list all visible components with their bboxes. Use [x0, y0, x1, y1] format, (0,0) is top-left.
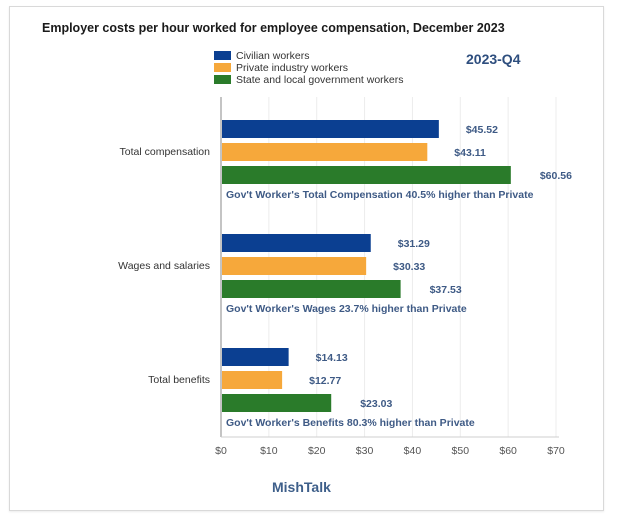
- x-tick-label: $40: [404, 445, 422, 457]
- data-label: $45.52: [466, 124, 498, 136]
- bar-civilian: [222, 234, 371, 252]
- data-label: $14.13: [316, 352, 348, 364]
- brand-watermark: MishTalk: [272, 479, 331, 495]
- category-label: Total compensation: [119, 146, 210, 158]
- legend-swatch-government: [214, 75, 231, 84]
- annotation: Gov't Worker's Wages 23.7% higher than P…: [226, 303, 467, 315]
- legend-item-private: Private industry workers: [214, 61, 349, 74]
- data-label: $43.11: [454, 147, 486, 159]
- x-tick-label: $30: [356, 445, 374, 457]
- legend-label: State and local government workers: [236, 73, 404, 86]
- data-label: $12.77: [309, 375, 341, 387]
- x-tick-label: $20: [308, 445, 326, 457]
- bar-civilian: [222, 348, 289, 366]
- x-tick-label: $0: [215, 445, 227, 457]
- data-label: $60.56: [540, 170, 572, 182]
- bar-government: [222, 166, 511, 184]
- legend-swatch-private: [214, 63, 231, 72]
- annotation: Gov't Worker's Benefits 80.3% higher tha…: [226, 417, 475, 429]
- x-tick-label: $50: [452, 445, 470, 457]
- chart-subtitle: 2023-Q4: [466, 51, 521, 67]
- bar-private: [222, 371, 283, 389]
- bar-government: [222, 394, 332, 412]
- bar-civilian: [222, 120, 439, 138]
- x-tick-label: $10: [260, 445, 278, 457]
- bar-private: [222, 257, 367, 275]
- data-label: $30.33: [393, 261, 425, 273]
- bar-government: [222, 280, 401, 298]
- data-label: $23.03: [360, 398, 392, 410]
- x-tick-label: $70: [547, 445, 565, 457]
- annotation: Gov't Worker's Total Compensation 40.5% …: [226, 189, 534, 201]
- legend-label: Private industry workers: [236, 61, 349, 74]
- legend-item-civilian: Civilian workers: [214, 49, 310, 62]
- data-label: $37.53: [430, 284, 462, 296]
- category-label: Total benefits: [148, 374, 210, 386]
- legend-item-government: State and local government workers: [214, 73, 404, 86]
- data-label: $31.29: [398, 238, 430, 250]
- chart-title: Employer costs per hour worked for emplo…: [42, 21, 505, 35]
- category-label: Wages and salaries: [118, 260, 210, 272]
- x-tick-label: $60: [499, 445, 517, 457]
- bar-private: [222, 143, 428, 161]
- legend-label: Civilian workers: [236, 49, 310, 62]
- legend-swatch-civilian: [214, 51, 231, 60]
